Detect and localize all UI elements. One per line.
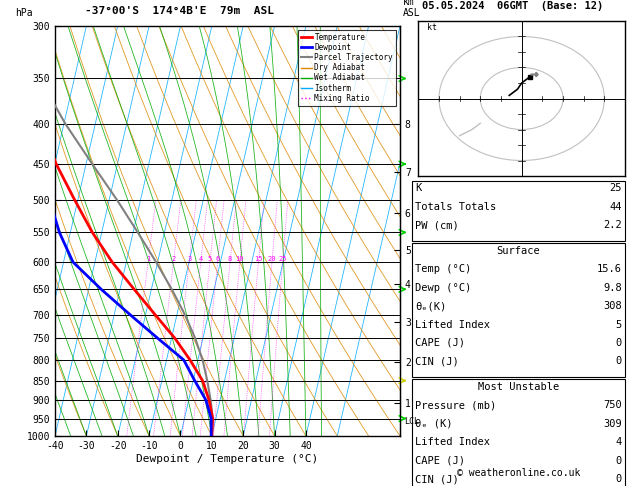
Text: 10: 10 bbox=[236, 256, 244, 262]
Text: 05.05.2024  06GMT  (Base: 12): 05.05.2024 06GMT (Base: 12) bbox=[421, 1, 603, 11]
Text: © weatheronline.co.uk: © weatheronline.co.uk bbox=[457, 468, 580, 478]
Text: hPa: hPa bbox=[15, 8, 33, 18]
Text: 15: 15 bbox=[254, 256, 263, 262]
Text: 25: 25 bbox=[279, 256, 287, 262]
Text: CAPE (J): CAPE (J) bbox=[415, 455, 465, 466]
Text: 5: 5 bbox=[208, 256, 212, 262]
Text: 15.6: 15.6 bbox=[597, 264, 622, 274]
Text: 0: 0 bbox=[616, 338, 622, 348]
Text: Lifted Index: Lifted Index bbox=[415, 437, 490, 447]
Text: kt: kt bbox=[426, 23, 437, 32]
Text: 25: 25 bbox=[610, 183, 622, 193]
Text: 1: 1 bbox=[146, 256, 150, 262]
Text: Pressure (mb): Pressure (mb) bbox=[415, 400, 496, 410]
Text: Surface: Surface bbox=[497, 245, 540, 256]
Text: PW (cm): PW (cm) bbox=[415, 220, 459, 230]
Text: θₑ (K): θₑ (K) bbox=[415, 418, 453, 429]
Text: 4: 4 bbox=[199, 256, 203, 262]
Text: CIN (J): CIN (J) bbox=[415, 474, 459, 484]
Text: 750: 750 bbox=[603, 400, 622, 410]
Text: CAPE (J): CAPE (J) bbox=[415, 338, 465, 348]
Text: 20: 20 bbox=[268, 256, 276, 262]
Text: 9.8: 9.8 bbox=[603, 282, 622, 293]
Text: 0: 0 bbox=[616, 455, 622, 466]
Text: K: K bbox=[415, 183, 421, 193]
Text: Totals Totals: Totals Totals bbox=[415, 202, 496, 212]
Text: θₑ(K): θₑ(K) bbox=[415, 301, 447, 311]
Text: LCL: LCL bbox=[404, 417, 419, 426]
Text: 4: 4 bbox=[616, 437, 622, 447]
Text: Lifted Index: Lifted Index bbox=[415, 319, 490, 330]
Legend: Temperature, Dewpoint, Parcel Trajectory, Dry Adiabat, Wet Adiabat, Isotherm, Mi: Temperature, Dewpoint, Parcel Trajectory… bbox=[298, 30, 396, 106]
Text: 308: 308 bbox=[603, 301, 622, 311]
Text: Most Unstable: Most Unstable bbox=[478, 382, 559, 392]
Text: Temp (°C): Temp (°C) bbox=[415, 264, 471, 274]
Text: 6: 6 bbox=[216, 256, 220, 262]
Text: 2: 2 bbox=[171, 256, 175, 262]
Text: 3: 3 bbox=[187, 256, 191, 262]
Text: CIN (J): CIN (J) bbox=[415, 356, 459, 366]
X-axis label: Dewpoint / Temperature (°C): Dewpoint / Temperature (°C) bbox=[136, 453, 319, 464]
Text: 309: 309 bbox=[603, 418, 622, 429]
Text: 44: 44 bbox=[610, 202, 622, 212]
Text: 0: 0 bbox=[616, 356, 622, 366]
Text: 2.2: 2.2 bbox=[603, 220, 622, 230]
Text: 0: 0 bbox=[616, 474, 622, 484]
Text: -37°00'S  174°4B'E  79m  ASL: -37°00'S 174°4B'E 79m ASL bbox=[85, 6, 274, 16]
Text: km
ASL: km ASL bbox=[403, 0, 421, 18]
Text: Dewp (°C): Dewp (°C) bbox=[415, 282, 471, 293]
Text: 5: 5 bbox=[616, 319, 622, 330]
Text: 8: 8 bbox=[228, 256, 232, 262]
